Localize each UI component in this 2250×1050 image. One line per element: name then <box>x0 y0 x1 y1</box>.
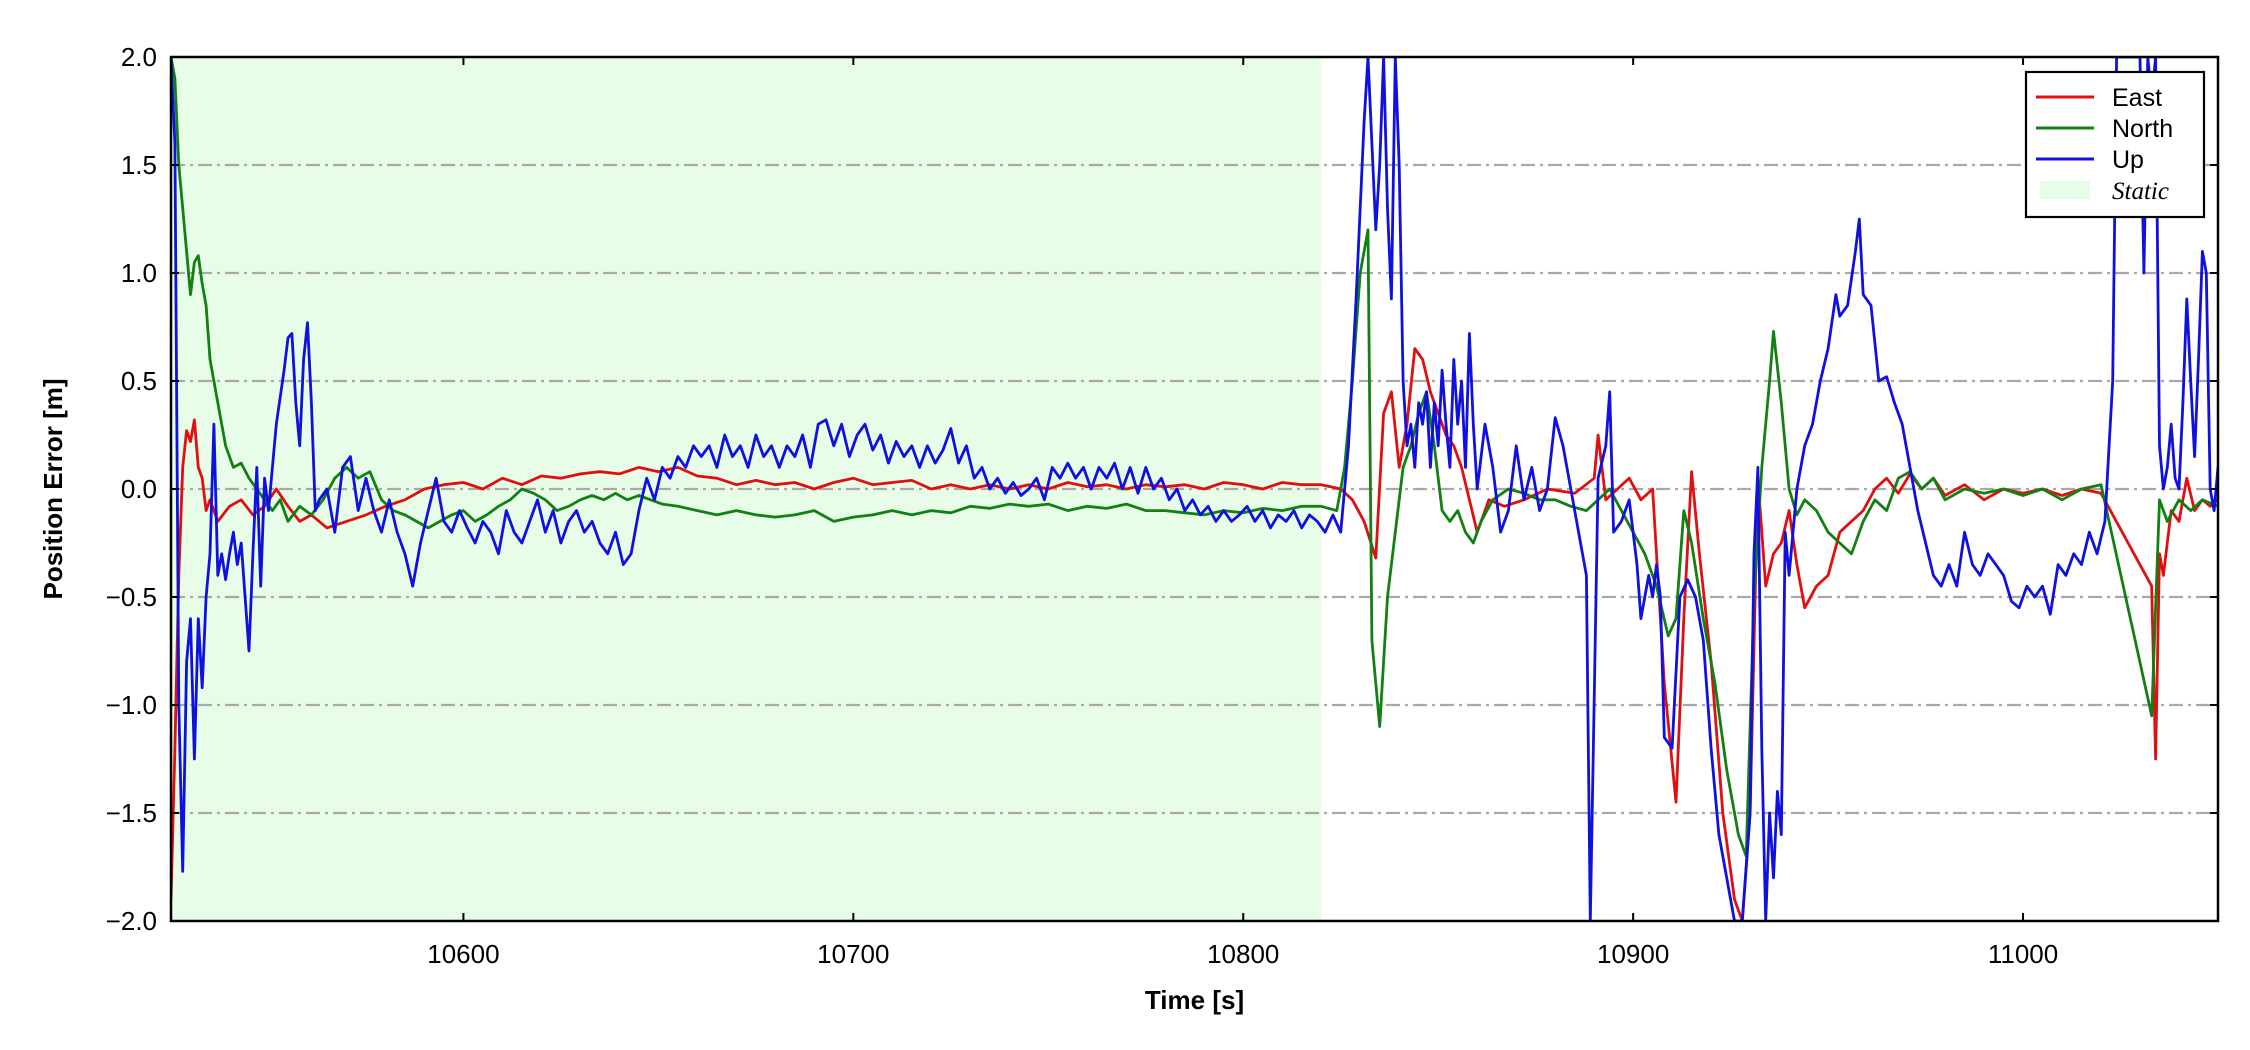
y-tick-label-0: −2.0 <box>106 906 157 936</box>
legend-label-east: East <box>2112 84 2162 112</box>
y-tick-label-4: 0.0 <box>121 474 157 504</box>
y-tick-label-3: −0.5 <box>106 582 157 612</box>
y-tick-label-8: 2.0 <box>121 42 157 72</box>
x-tick-label-10800: 10800 <box>1207 939 1279 969</box>
y-tick-label-1: −1.5 <box>106 798 157 828</box>
series-line-east <box>171 347 2218 921</box>
series-line-up <box>171 57 2218 921</box>
y-tick-label-2: −1.0 <box>106 690 157 720</box>
x-tick-label-11000: 11000 <box>1988 939 2058 969</box>
series-line-north <box>171 57 2218 858</box>
x-tick-label-10900: 10900 <box>1597 939 1669 969</box>
y-axis-label: Position Error [m] <box>38 378 68 599</box>
y-tick-label-7: 1.5 <box>121 150 157 180</box>
x-tick-label-10700: 10700 <box>817 939 889 969</box>
x-tick-label-10600: 10600 <box>427 939 499 969</box>
y-tick-label-5: 0.5 <box>121 366 157 396</box>
legend-label-north: North <box>2112 115 2173 143</box>
y-tick-label-6: 1.0 <box>121 258 157 288</box>
legend-label-up: Up <box>2112 146 2144 174</box>
x-axis-label: Time [s] <box>1145 985 1244 1015</box>
legend-swatch-static <box>2040 181 2090 199</box>
legend: East North Up Static <box>2024 70 2206 219</box>
legend-label-static: Static <box>2112 178 2169 205</box>
